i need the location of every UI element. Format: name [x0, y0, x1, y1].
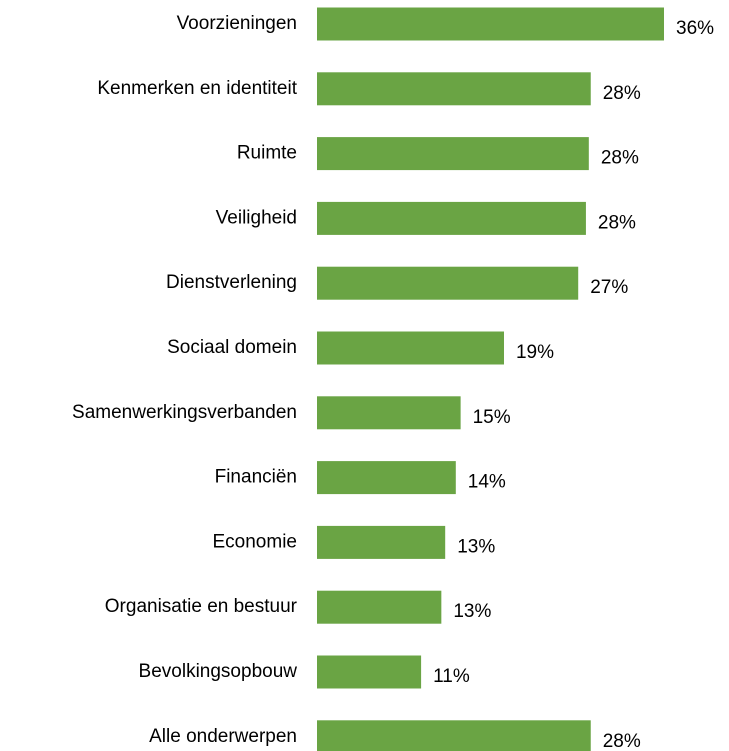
value-label: 11% [433, 666, 470, 687]
category-label: Sociaal domein [167, 337, 297, 358]
value-label: 28% [598, 212, 636, 233]
bar [317, 72, 591, 106]
category-label: Ruimte [237, 143, 297, 164]
bar [317, 720, 591, 751]
category-label: Veiligheid [216, 207, 297, 228]
value-label: 19% [516, 342, 554, 363]
value-label: 28% [601, 148, 639, 169]
value-label: 28% [603, 731, 641, 751]
category-label: Voorzieningen [177, 13, 297, 34]
category-label: Dienstverlening [166, 272, 297, 293]
category-label: Alle onderwerpen [149, 726, 297, 747]
value-label: 13% [457, 536, 495, 557]
value-label: 27% [590, 277, 628, 298]
value-label: 36% [676, 18, 714, 39]
bar [317, 331, 504, 365]
category-label: Economie [213, 531, 298, 552]
bar [317, 266, 579, 300]
category-label: Samenwerkingsverbanden [72, 402, 297, 423]
bar [317, 7, 664, 41]
value-label: 15% [473, 407, 511, 428]
bar [317, 137, 589, 171]
bar [317, 655, 422, 689]
category-label: Kenmerken en identiteit [97, 78, 297, 99]
bar [317, 590, 442, 624]
value-label: 28% [603, 83, 641, 104]
bar [317, 525, 446, 559]
bar [317, 201, 586, 235]
category-label: Organisatie en bestuur [105, 596, 298, 617]
bar [317, 461, 456, 495]
category-label: Financiën [215, 467, 297, 488]
value-label: 13% [453, 601, 491, 622]
category-label: Bevolkingsopbouw [139, 661, 298, 682]
bar [317, 396, 461, 430]
value-label: 14% [468, 472, 506, 493]
